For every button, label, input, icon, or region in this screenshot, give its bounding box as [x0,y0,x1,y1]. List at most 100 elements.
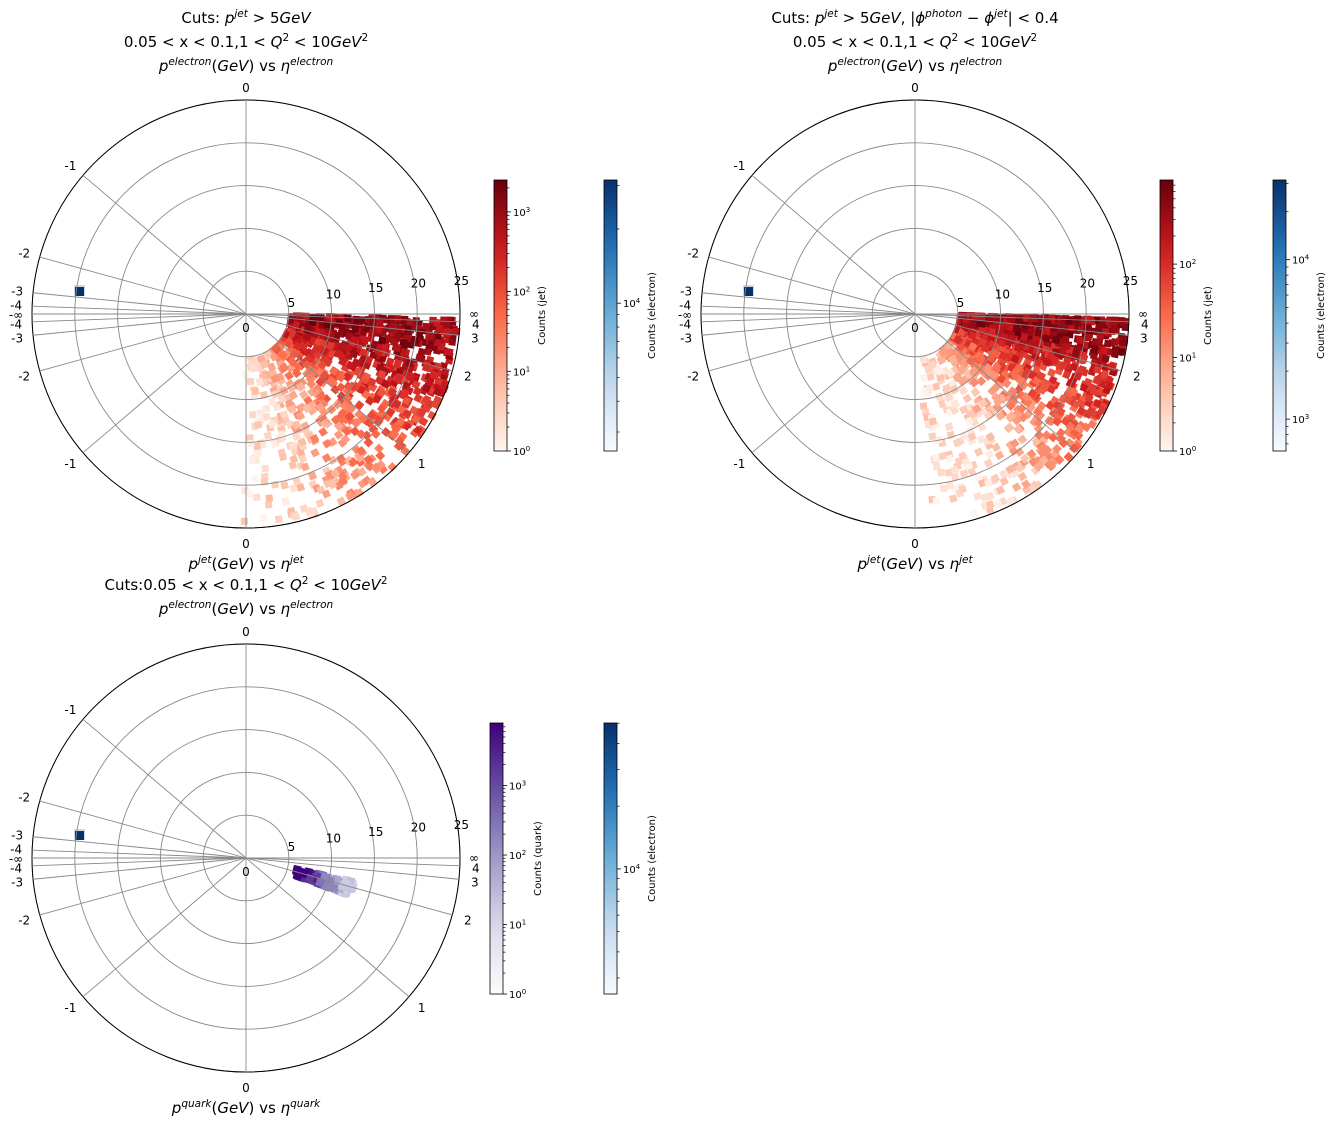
eta-label-bottom-0: 0 [242,1081,250,1095]
eta-label-lower-4: -4 [679,317,691,331]
colorbar-tick-label: 100 [509,988,526,1001]
eta-line-neg-up-2 [708,256,916,315]
eta-label-lower-2: -2 [18,914,30,928]
eta-line-neg-up-4 [32,305,247,315]
eta-line-neg-dn-4 [32,313,247,323]
eta-label-right-3: 3 [471,876,479,890]
polar-panel-3: Cuts:0.05 < x < 0.1,1 < Q2 < 10GeV2 pelec… [9,575,658,1117]
colorbar-tick-label: 104 [623,863,641,876]
eta-line-neg-up-2 [39,256,247,315]
colorbar-tick-label: 100 [1179,445,1196,458]
eta-label-top-0: 0 [911,81,919,95]
eta-line-neg-dn-4 [32,857,247,867]
eta-label-right-4: 4 [472,861,480,875]
radial-tick-15: 15 [368,281,383,295]
eta-line-neg-dn-2 [39,857,247,916]
eta-line-pos-4 [245,857,460,867]
radial-tick-25: 25 [454,274,469,288]
eta-line-neg-up-1 [82,718,247,859]
eta-line-pos-3 [914,313,1128,336]
eta-label-bottom-0: 0 [911,537,919,551]
eta-label-upper-3: -3 [680,284,692,298]
colorbar-tick-label: 102 [513,286,530,299]
radial-tick-25: 25 [1123,274,1138,288]
colorbar-label: Counts (electron) [647,815,658,902]
chart-title-line-1: Cuts:0.05 < x < 0.1,1 < Q2 < 10GeV2 [104,575,387,594]
eta-label-upper-3: -3 [11,284,23,298]
eta-label-lower-3: -3 [11,332,23,346]
eta-line-neg-up-4 [32,849,247,859]
colorbar-tick-label: 104 [623,297,641,310]
chart-title-line-3: pelectron(GeV) vs ηelectron [158,56,333,75]
eta-label-right-4: 4 [1141,317,1149,331]
eta-label-right-1: 1 [418,457,426,471]
eta-label-lower-3: -3 [680,332,692,346]
eta-line-neg-dn-1 [82,857,247,998]
eta-label-minus-inf: -∞ [9,852,23,866]
eta-line-pos-2 [245,313,453,372]
colorbar-tick-label: 102 [1179,258,1196,271]
colorbar-2: 104 Counts (electron) [603,722,658,995]
eta-line-pos-1 [914,313,1079,454]
eta-line-neg-dn-3 [33,857,247,880]
radial-tick-15: 15 [1037,281,1052,295]
eta-line-neg-up-1 [82,174,247,315]
eta-label-upper-4: -4 [10,299,22,313]
radial-tick-20: 20 [411,276,426,290]
eta-label-lower-4: -4 [10,317,22,331]
colorbar-tick-label: 100 [513,445,530,458]
eta-line-neg-up-2 [39,800,247,859]
chart-xlabel: pquark(GeV) vs ηquark [171,1098,321,1117]
eta-line-neg-dn-3 [33,313,247,336]
colorbar-1: 100 101 102 103 Counts (jet) [493,179,548,458]
eta-line-neg-dn-2 [39,313,247,372]
eta-label-right-3: 3 [1140,332,1148,346]
eta-label-lower-1: -1 [64,457,76,471]
histogram-cells [919,311,1130,518]
electron-spot [744,287,753,296]
eta-line-pos-3 [245,857,459,880]
radial-tick-5: 5 [957,296,965,310]
chart-xlabel: pjet(GeV) vs ηjet [856,554,973,573]
colorbar-2: 103 104 Counts (electron) [1272,179,1327,452]
eta-line-neg-dn-1 [751,313,916,454]
eta-label-right-4: 4 [472,317,480,331]
radial-tick-20: 20 [1080,276,1095,290]
eta-label-inf: ∞ [469,851,479,865]
colorbar-label: Counts (electron) [647,272,658,359]
eta-label-upper-1: -1 [64,703,76,717]
eta-label-upper-2: -2 [18,246,30,260]
colorbar-1: 100 101 102 103 Counts (quark) [489,722,544,1001]
chart-title-line-3: pelectron(GeV) vs ηelectron [827,56,1002,75]
colorbar-label: Counts (quark) [533,821,544,896]
colorbar-tick-label: 104 [1292,254,1310,267]
eta-line-pos-1 [245,857,410,998]
eta-label-minus-inf: -∞ [9,308,23,322]
eta-label-upper-2: -2 [18,790,30,804]
electron-spot [75,831,84,840]
colorbar-tick-label: 102 [509,849,526,862]
eta-line-neg-up-4 [701,305,916,315]
radial-tick-10: 10 [326,831,341,845]
eta-line-pos-4 [914,313,1129,323]
colorbar-label: Counts (jet) [1203,286,1214,345]
eta-label-upper-4: -4 [679,299,691,313]
colorbar-1: 100 101 102 Counts (jet) [1159,179,1214,458]
chart-xlabel: pjet(GeV) vs ηjet [187,554,304,573]
electron-spot [75,287,84,296]
eta-label-bottom-0: 0 [242,537,250,551]
eta-label-right-2: 2 [1133,370,1141,384]
eta-label-right-1: 1 [1087,457,1095,471]
eta-label-upper-3: -3 [11,828,23,842]
colorbar-gradient [1159,179,1174,452]
chart-title-line-1: Cuts: pjet > 5GeV [181,8,312,27]
eta-line-pos-4 [245,313,460,323]
eta-label-top-0: 0 [242,81,250,95]
radial-tick-0: 0 [242,321,250,335]
histogram-cells [291,864,358,899]
eta-label-upper-1: -1 [733,159,745,173]
eta-label-right-2: 2 [464,370,472,384]
eta-label-right-2: 2 [464,914,472,928]
eta-line-neg-up-3 [33,836,247,859]
